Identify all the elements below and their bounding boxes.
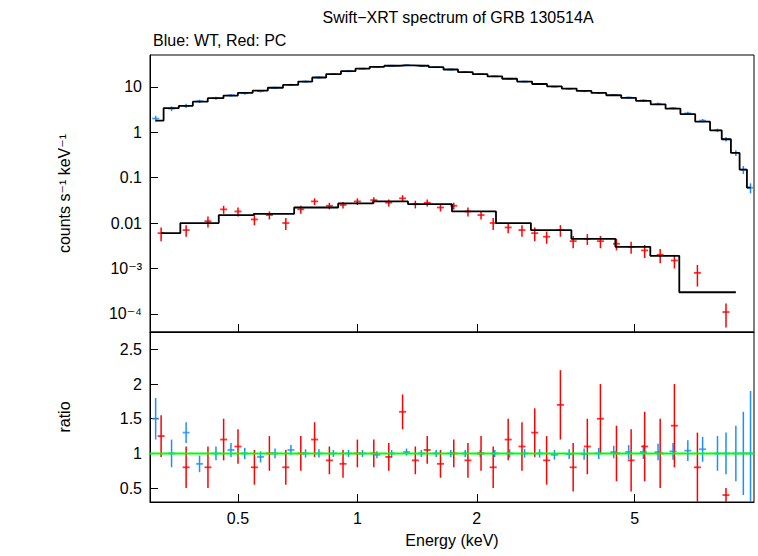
svg-text:0.1: 0.1 — [120, 169, 142, 186]
svg-text:ratio: ratio — [56, 401, 73, 432]
svg-text:1: 1 — [353, 510, 362, 527]
svg-text:1: 1 — [133, 124, 142, 141]
svg-text:counts s⁻¹ keV⁻¹: counts s⁻¹ keV⁻¹ — [56, 134, 73, 253]
svg-text:0.5: 0.5 — [120, 480, 142, 497]
svg-text:0.5: 0.5 — [227, 510, 249, 527]
svg-text:2: 2 — [472, 510, 481, 527]
svg-text:10: 10 — [124, 78, 142, 95]
svg-text:Blue: WT, Red: PC: Blue: WT, Red: PC — [153, 32, 286, 49]
svg-text:Swift−XRT spectrum of GRB 1305: Swift−XRT spectrum of GRB 130514A — [322, 9, 593, 26]
svg-text:Energy (keV): Energy (keV) — [405, 532, 498, 549]
svg-text:10⁻⁴: 10⁻⁴ — [109, 305, 142, 322]
svg-text:0.01: 0.01 — [111, 215, 142, 232]
svg-text:1: 1 — [133, 445, 142, 462]
svg-text:10⁻³: 10⁻³ — [110, 260, 142, 277]
svg-text:1.5: 1.5 — [120, 410, 142, 427]
svg-text:2: 2 — [133, 376, 142, 393]
svg-text:5: 5 — [630, 510, 639, 527]
svg-text:2.5: 2.5 — [120, 341, 142, 358]
